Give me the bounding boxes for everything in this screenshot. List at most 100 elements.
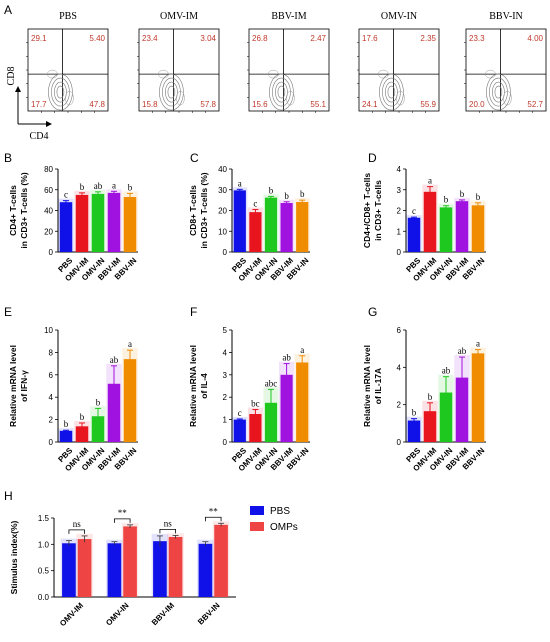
contour-ring: [56, 85, 65, 99]
bar-omps: [77, 539, 92, 597]
significance-bracket: [205, 516, 222, 522]
contour-ring: [387, 85, 396, 99]
significance-letter: ab: [458, 346, 467, 356]
flow-panel-title: BBV-IN: [489, 11, 523, 22]
y-tick-label: 1: [397, 227, 402, 236]
contour-ring: [485, 69, 496, 79]
significance-letter: bc: [251, 399, 260, 409]
contour-ring: [165, 81, 178, 103]
contour-ring: [396, 90, 405, 106]
significance-letter: c: [238, 408, 242, 418]
significance-letter: b: [460, 189, 465, 199]
significance-letter: b: [284, 191, 289, 201]
quadrant-lr: 47.8: [89, 100, 105, 109]
y-axis-label: Relative mRNA level: [188, 345, 198, 427]
quadrant-lr: 52.7: [527, 100, 543, 109]
panel-label: D: [368, 151, 377, 165]
panel-label-a: A: [4, 3, 12, 17]
chart-panel-b: B 0 20 40 60 80 CD4+ T-cells in CD3+ T-cells (%…: [4, 151, 139, 283]
significance-letter: b: [80, 412, 85, 422]
y-tick-label: 60: [44, 186, 53, 195]
significance-letter: b: [444, 195, 449, 205]
chart-panel-c: C 0 10 20 30 40 CD8+ T-cells in CD3+ T-cells (%…: [188, 151, 311, 283]
bar-pbs: [407, 420, 421, 442]
contour-ring: [158, 69, 169, 79]
contour-ring: [268, 69, 279, 79]
x-tick-label: OMV-IM: [58, 601, 85, 628]
significance-letter: a: [428, 176, 432, 186]
y-tick-label: 2: [397, 207, 402, 216]
bar-pbs: [59, 430, 73, 442]
y-tick-label: 2: [49, 416, 54, 425]
contour-ring: [47, 69, 58, 79]
flow-panel-omv-im: OMV-IM 23.4 3.04 15.8 57.8: [137, 11, 220, 113]
quadrant-ur: 5.40: [89, 34, 105, 43]
contour-ring: [167, 85, 176, 99]
y-tick-label: 20: [218, 207, 227, 216]
contour-ring: [65, 90, 74, 106]
flow-panel-pbs: PBS 29.1 5.40 17.7 47.8: [26, 11, 109, 113]
bar-omv-in: [439, 207, 453, 252]
bar-omv-im: [249, 212, 262, 252]
y-tick-label: 1.0: [38, 540, 50, 549]
bar-omps: [214, 524, 228, 597]
y-tick-label: 0: [223, 438, 228, 447]
contour-ring: [489, 77, 508, 107]
y-tick-label: 2: [397, 401, 402, 410]
bar-omv-im: [423, 191, 437, 252]
bar-bbv-im: [455, 201, 469, 252]
significance-letter: b: [476, 192, 481, 202]
bar-bbv-in: [471, 353, 485, 442]
y-axis-label: Stimulus index(%): [9, 521, 19, 595]
flow-ylabel: CD8: [6, 67, 17, 86]
bar-pbs: [407, 217, 421, 252]
quadrant-ll: 15.8: [142, 100, 158, 109]
contour-ring: [492, 81, 505, 103]
y-tick-label: 4: [49, 393, 54, 402]
contour-ring: [159, 73, 184, 111]
quadrant-ul: 17.6: [362, 34, 378, 43]
bar-pbs: [198, 543, 213, 597]
significance-letter: b: [300, 189, 305, 199]
flow-panel-bbv-im: BBV-IM 26.8 2.47 15.6 55.1: [247, 11, 330, 113]
contour-ring: [503, 90, 512, 106]
quadrant-lr: 55.1: [310, 100, 326, 109]
bar-omv-im: [423, 411, 437, 442]
significance-letter: ab: [110, 355, 119, 365]
quadrant-lr: 57.8: [200, 100, 216, 109]
significance-mark: ns: [73, 519, 82, 529]
y-tick-label: 10: [44, 326, 53, 335]
bar-bbv-in: [123, 197, 137, 252]
y-axis-label: in CD3+ T-cells: [373, 180, 383, 241]
significance-letter: b: [269, 185, 274, 195]
bar-bbv-im: [107, 383, 121, 442]
flow-xlabel: CD4: [30, 131, 49, 142]
bar-pbs: [233, 419, 246, 442]
contour-ring: [385, 81, 398, 103]
bar-omps: [168, 536, 183, 597]
y-tick-label: 30: [218, 186, 227, 195]
bar-bbv-im: [280, 203, 293, 252]
y-tick-label: 0: [397, 248, 402, 257]
bar-omv-in: [264, 197, 278, 252]
y-tick-label: 0: [223, 248, 228, 257]
y-axis-label: Relative mRNA level: [8, 345, 18, 427]
y-tick-label: 6: [397, 326, 402, 335]
contour-ring: [176, 90, 185, 106]
flow-panel-bbv-in: BBV-IN 23.3 4.00 20.0 52.7: [464, 11, 547, 113]
panel-label: H: [4, 489, 13, 503]
significance-letter: b: [128, 182, 133, 192]
significance-bracket: [159, 528, 176, 534]
y-axis-label: CD4+ T-cells: [8, 185, 18, 236]
contour-ring: [272, 77, 291, 107]
quadrant-ll: 15.6: [252, 100, 268, 109]
significance-letter: ab: [94, 181, 103, 191]
y-axis-label: CD4+/CD8+ T-cells: [362, 173, 372, 248]
y-tick-label: 4: [397, 165, 402, 174]
contour-ring: [378, 69, 389, 79]
